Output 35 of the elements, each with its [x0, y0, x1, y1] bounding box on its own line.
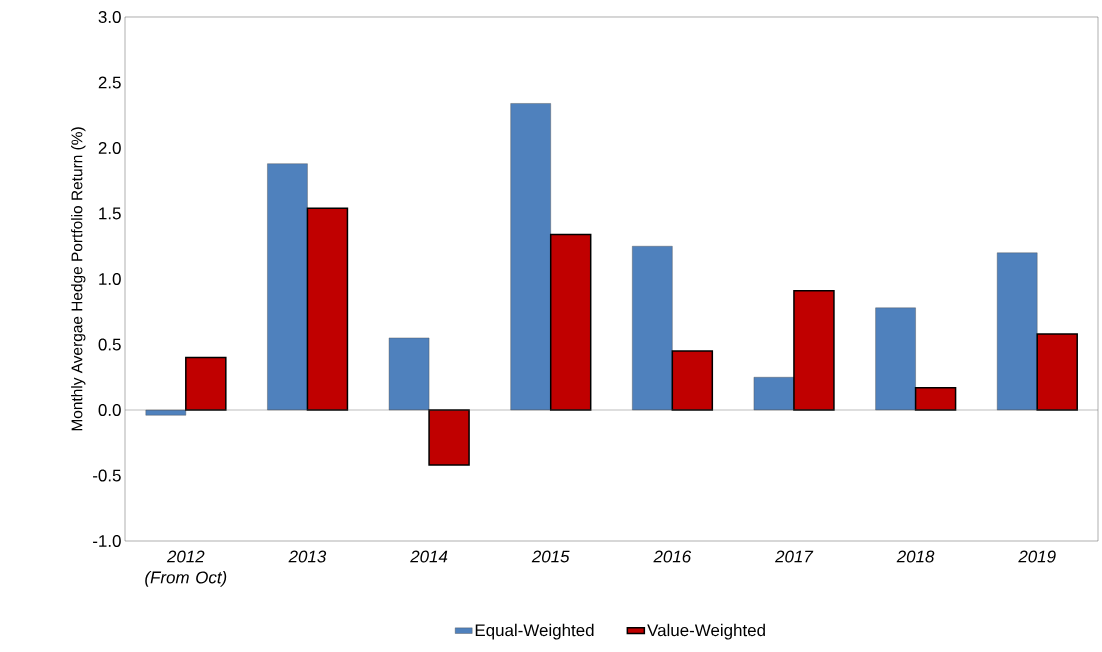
x-tick-label: 2015: [531, 550, 570, 563]
y-tick-label: 1.5: [99, 207, 121, 220]
bar: [671, 350, 714, 411]
legend-label: Value-Weighted: [647, 623, 765, 640]
x-tick-label: 2013: [288, 550, 327, 563]
bar: [510, 103, 551, 411]
x-tick-label: 2016: [653, 550, 692, 563]
y-tick-label: 1.0: [99, 273, 121, 285]
bar: [267, 163, 308, 411]
bar: [428, 409, 470, 466]
bar: [549, 233, 592, 411]
bar: [875, 307, 916, 411]
y-tick-label: 0.5: [98, 338, 121, 351]
x-tick-label: 2017: [775, 550, 814, 563]
x-tick-label: 2012 (From Oct): [145, 550, 227, 587]
bar: [632, 246, 673, 411]
x-tick-label: 2019: [1018, 550, 1056, 563]
x-tick-label: 2014: [410, 550, 448, 563]
legend-label: Equal-Weighted: [475, 623, 594, 640]
y-tick-label: 3.0: [98, 11, 121, 23]
bar: [306, 207, 349, 411]
y-tick-label: 2.5: [98, 76, 121, 89]
bar: [997, 252, 1038, 411]
x-tick-label: 2018: [896, 550, 935, 563]
y-axis-title: Monthly Avergae Hedge Portfolio Return (%): [71, 127, 86, 431]
y-tick-label: 0.0: [98, 404, 121, 416]
bar: [914, 386, 957, 411]
bar: [753, 377, 795, 411]
bar: [1036, 333, 1078, 411]
bar: [388, 337, 430, 411]
bar: [185, 356, 227, 411]
y-tick-label: -1.0: [93, 535, 121, 547]
bar: [793, 290, 835, 411]
y-tick-label: -0.5: [93, 469, 121, 482]
y-tick-label: 2.0: [98, 142, 121, 154]
